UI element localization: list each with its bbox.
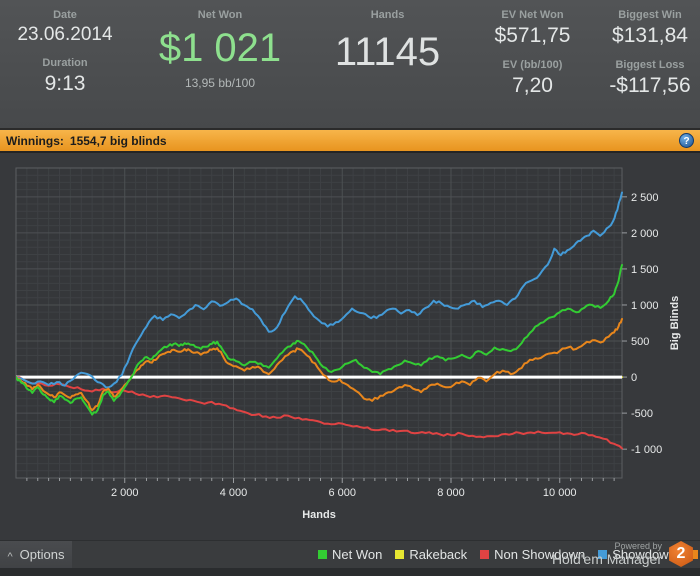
- x-axis-tick-label: 10 000: [543, 487, 577, 499]
- y-axis-tick-label: 2 000: [631, 228, 659, 240]
- series-all-in-ev-line: [16, 318, 623, 412]
- legend-item-label: Net Won: [332, 546, 383, 562]
- winnings-value: 1554,7 big blinds: [69, 133, 167, 148]
- help-icon[interactable]: ?: [679, 133, 694, 148]
- legend-item-all-in-ev: All-In EV: [688, 547, 700, 562]
- chevron-up-icon: ^: [7, 550, 13, 563]
- stats-header: Date 23.06.2014 Duration 9:13 Net Won $1…: [0, 0, 700, 128]
- y-axis-title: Big Blinds: [669, 296, 681, 350]
- y-axis-tick-label: 0: [631, 372, 637, 384]
- winnings-graph-canvas: 2 000 4 000 6 000 8 000 10 000 2 500 2 000 1 50…: [15, 167, 681, 521]
- series-net-won-line: [16, 264, 623, 416]
- net-won-value: $1 021: [158, 26, 282, 70]
- legend-item-showdown: Showdown: [598, 547, 676, 562]
- legend-swatch-icon: [688, 549, 698, 559]
- winnings-graph: 2 000 4 000 6 000 8 000 10 000 2 500 2 000 1 50…: [0, 153, 700, 540]
- legend-item-non-showdown: Non Showdown: [480, 547, 585, 562]
- y-axis-tick-label: 1 000: [631, 300, 659, 312]
- powered-by-block: Powered by Hold'em Manager 2: [552, 540, 694, 568]
- brand-name: Hold'em Manager: [551, 551, 662, 567]
- y-axis-tick-label: -500: [631, 408, 653, 420]
- duration-label: Duration: [42, 57, 88, 69]
- legend-item-label: Showdown: [612, 546, 676, 562]
- ev-bb100-value: 7,20: [512, 74, 553, 97]
- x-axis-tick-label: 2 000: [111, 487, 139, 499]
- biggest-win-value: $131,84: [612, 24, 688, 47]
- options-button[interactable]: ^ Options: [0, 540, 72, 569]
- y-axis-tick-label: -1 000: [631, 444, 662, 456]
- legend-item-label: Non Showdown: [494, 546, 586, 562]
- hands-value: 11145: [334, 30, 441, 74]
- ev-bb100-label: EV (bb/100): [502, 59, 563, 71]
- x-axis-tick-label: 6 000: [328, 487, 356, 499]
- legend-item-label: Rakeback: [409, 546, 468, 562]
- series-showdown-line: [16, 191, 623, 389]
- hm2-logo-icon: 2: [669, 541, 693, 567]
- biggest-loss-value: -$117,56: [609, 74, 691, 97]
- net-won-label: Net Won: [197, 9, 243, 21]
- biggest-win-label: Biggest Win: [618, 9, 682, 21]
- winnings-title-bar: Winnings: 1554,7 big blinds ?: [0, 128, 700, 153]
- legend-swatch-icon: [318, 549, 327, 559]
- winnings-label: Winnings:: [6, 133, 64, 148]
- biggest-loss-label: Biggest Loss: [615, 59, 685, 71]
- date-label: Date: [53, 9, 77, 21]
- powered-by-text: Powered by: [614, 541, 662, 551]
- ev-net-won-value: $571,75: [494, 24, 571, 47]
- legend-swatch-icon: [480, 549, 490, 559]
- series-non-showdown-line: [16, 376, 623, 450]
- ev-net-won-label: EV Net Won: [501, 9, 564, 21]
- duration-value: 9:13: [44, 72, 86, 95]
- date-value: 23.06.2014: [17, 24, 113, 45]
- legend-item-rakeback: Rakeback: [395, 547, 467, 562]
- stat-ev: EV Net Won $571,75 EV (bb/100) 7,20: [465, 0, 600, 128]
- footer-bar: ^ Options: [0, 540, 700, 569]
- legend-swatch-icon: [598, 549, 608, 559]
- y-axis-tick-label: 2 500: [631, 192, 659, 204]
- stat-net-won: Net Won $1 021 13,95 bb/100: [130, 0, 310, 128]
- hands-label: Hands: [370, 9, 405, 21]
- net-won-bb100: 13,95 bb/100: [184, 76, 256, 90]
- x-axis-tick-label: 8 000: [437, 487, 465, 499]
- bottom-strip: [0, 568, 700, 576]
- legend-swatch-icon: [395, 549, 405, 559]
- y-axis-tick-label: 500: [631, 336, 649, 348]
- y-axis-tick-label: 1 500: [631, 264, 659, 276]
- legend: Net Won Rakeback Non Showdown Showdown All-I…: [318, 540, 700, 568]
- legend-item-net-won: Net Won: [318, 547, 382, 562]
- stat-hands: Hands 11145: [310, 0, 465, 128]
- x-axis-tick-label: 4 000: [220, 487, 248, 499]
- stat-date-duration: Date 23.06.2014 Duration 9:13: [0, 0, 130, 128]
- stat-biggest: Biggest Win $131,84 Biggest Loss -$117,5…: [600, 0, 700, 128]
- options-button-label: Options: [19, 547, 65, 562]
- x-axis-title: Hands: [302, 509, 336, 521]
- plot-area: [16, 168, 622, 478]
